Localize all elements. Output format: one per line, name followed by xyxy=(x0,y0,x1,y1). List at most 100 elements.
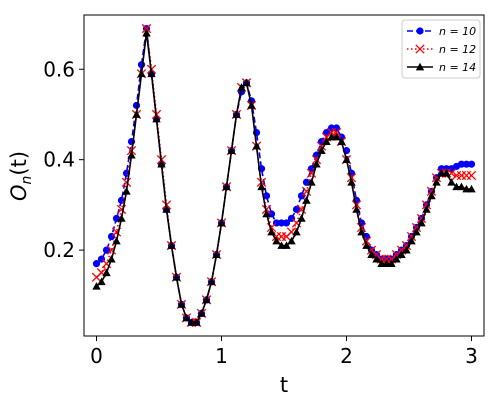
data-point xyxy=(141,23,152,34)
data-point xyxy=(261,204,272,215)
legend-frame xyxy=(401,19,481,79)
legend-label: n = 12 xyxy=(439,43,476,56)
data-point xyxy=(307,178,316,186)
data-point xyxy=(227,146,236,154)
data-point xyxy=(212,250,221,258)
data-point xyxy=(297,214,306,222)
data-point xyxy=(427,191,436,200)
series-2 xyxy=(92,28,476,326)
data-point xyxy=(322,137,331,145)
data-point xyxy=(322,128,331,137)
y-tick-label: 0.2 xyxy=(43,238,75,262)
data-point xyxy=(287,236,296,245)
data-point xyxy=(337,137,346,145)
y-tick-label: 0.6 xyxy=(43,57,75,81)
data-point xyxy=(367,250,376,258)
legend-marker xyxy=(415,62,425,71)
data-point xyxy=(312,159,321,168)
data-point xyxy=(121,177,132,187)
data-point xyxy=(92,260,101,268)
plot-frame xyxy=(83,14,485,337)
x-tick-label: 0 xyxy=(90,344,103,368)
data-point xyxy=(407,236,416,245)
data-point xyxy=(392,254,401,263)
data-point xyxy=(162,205,171,213)
data-point xyxy=(232,110,241,118)
data-point xyxy=(172,273,181,281)
legend-label: n = 10 xyxy=(439,25,476,38)
data-point xyxy=(122,187,131,195)
legend: n = 10 n = 12 n = 14 xyxy=(401,19,481,79)
data-point xyxy=(262,192,271,200)
data-point xyxy=(351,200,362,210)
data-point xyxy=(127,150,136,159)
data-point xyxy=(432,178,441,186)
data-point xyxy=(202,295,211,304)
data-point xyxy=(102,246,111,254)
data-point xyxy=(412,227,421,236)
data-point xyxy=(447,178,456,186)
data-point xyxy=(247,101,256,109)
axis-ticks: 0 1 2 3 0.2 0.4 0.6 xyxy=(43,57,478,368)
data-point xyxy=(422,205,431,213)
data-point xyxy=(352,205,361,213)
y-tick-label: 0.4 xyxy=(43,148,75,172)
data-point xyxy=(197,309,206,317)
data-point xyxy=(222,182,231,191)
legend-marker xyxy=(415,44,425,54)
data-point xyxy=(207,277,216,286)
data-point xyxy=(417,218,426,227)
data-point xyxy=(402,245,411,254)
series-line xyxy=(95,32,472,324)
data-point xyxy=(362,241,371,249)
data-point xyxy=(292,227,301,236)
data-point xyxy=(346,173,357,183)
plot-marks xyxy=(91,23,477,328)
data-point xyxy=(342,155,351,164)
data-point xyxy=(467,184,476,193)
data-point xyxy=(347,178,356,186)
data-point xyxy=(157,159,166,168)
x-tick-label: 2 xyxy=(340,344,353,368)
data-point xyxy=(356,222,367,233)
data-point xyxy=(317,146,326,154)
data-point xyxy=(282,241,291,249)
data-point xyxy=(152,114,161,123)
data-point xyxy=(272,236,281,245)
data-point xyxy=(117,214,126,222)
data-point xyxy=(252,141,261,150)
data-point xyxy=(192,318,201,326)
data-point xyxy=(277,219,286,227)
data-point xyxy=(267,227,276,236)
data-point xyxy=(282,219,291,227)
data-point xyxy=(92,282,101,290)
data-point xyxy=(442,169,451,177)
data-point xyxy=(466,170,477,181)
data-point xyxy=(142,28,151,37)
x-tick-label: 3 xyxy=(465,344,478,368)
data-point xyxy=(137,69,146,78)
data-point xyxy=(372,254,381,263)
data-point xyxy=(147,69,156,78)
data-point xyxy=(97,277,106,286)
data-point xyxy=(457,182,466,191)
x-axis-label: t xyxy=(280,373,288,397)
data-point xyxy=(292,205,301,214)
data-point xyxy=(457,160,466,168)
data-point xyxy=(467,160,476,168)
data-point xyxy=(302,196,311,204)
data-point xyxy=(167,241,176,249)
data-point xyxy=(462,160,471,168)
data-point xyxy=(331,127,342,138)
data-point xyxy=(242,78,251,87)
data-point xyxy=(132,110,141,118)
data-point xyxy=(112,236,121,245)
data-point xyxy=(102,268,111,277)
data-point xyxy=(177,300,186,308)
data-point xyxy=(217,218,226,227)
y-axis-label: On(t) xyxy=(7,151,35,201)
data-point xyxy=(182,313,191,322)
data-point xyxy=(397,250,406,258)
legend-marker xyxy=(416,27,424,35)
